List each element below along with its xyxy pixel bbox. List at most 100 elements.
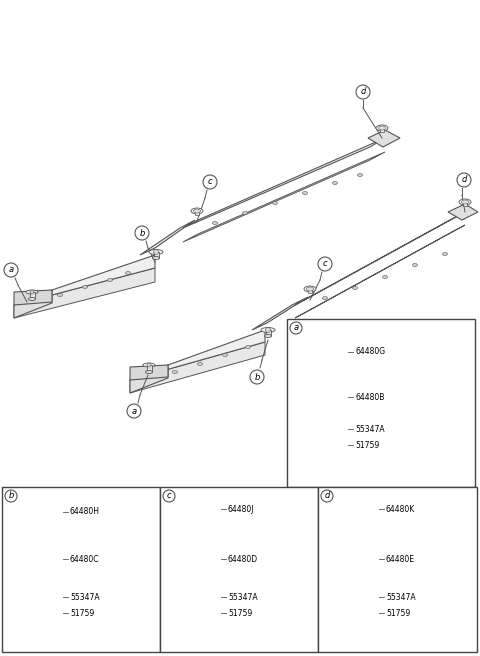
Ellipse shape: [30, 596, 50, 604]
Ellipse shape: [28, 298, 36, 300]
Text: d: d: [324, 491, 330, 501]
Polygon shape: [252, 297, 308, 330]
Circle shape: [195, 557, 201, 562]
Circle shape: [318, 257, 332, 271]
Bar: [146, 365, 152, 372]
Bar: [160, 487, 318, 652]
Ellipse shape: [346, 596, 366, 604]
Circle shape: [37, 504, 43, 510]
Circle shape: [353, 598, 359, 603]
Text: b: b: [254, 373, 260, 382]
Ellipse shape: [143, 363, 155, 367]
Ellipse shape: [184, 563, 212, 572]
Text: d: d: [461, 176, 467, 184]
Circle shape: [163, 490, 175, 502]
Ellipse shape: [193, 512, 203, 517]
Ellipse shape: [353, 499, 359, 503]
Ellipse shape: [245, 346, 251, 348]
Ellipse shape: [349, 497, 362, 505]
Ellipse shape: [348, 556, 364, 563]
Ellipse shape: [83, 285, 87, 289]
Circle shape: [37, 598, 43, 603]
Text: a: a: [9, 266, 13, 274]
Ellipse shape: [36, 558, 45, 562]
Ellipse shape: [34, 520, 46, 525]
Ellipse shape: [36, 598, 45, 602]
Ellipse shape: [34, 611, 47, 616]
Text: 55347A: 55347A: [386, 592, 416, 602]
Polygon shape: [14, 290, 52, 318]
Ellipse shape: [323, 297, 327, 300]
Circle shape: [154, 249, 158, 255]
Ellipse shape: [302, 192, 308, 194]
Text: 55347A: 55347A: [70, 592, 100, 602]
Polygon shape: [14, 255, 155, 305]
Ellipse shape: [184, 556, 212, 565]
Ellipse shape: [26, 563, 54, 572]
Ellipse shape: [314, 391, 336, 398]
Ellipse shape: [321, 443, 330, 447]
Ellipse shape: [358, 173, 362, 176]
Bar: [308, 289, 312, 293]
Circle shape: [322, 344, 328, 350]
Ellipse shape: [321, 396, 329, 399]
Ellipse shape: [351, 611, 360, 615]
Text: 64480C: 64480C: [70, 554, 99, 564]
Text: 64480H: 64480H: [70, 508, 100, 516]
Circle shape: [37, 557, 43, 562]
Bar: [36, 507, 45, 523]
Ellipse shape: [321, 430, 330, 434]
Bar: [321, 347, 330, 363]
Text: a: a: [293, 323, 299, 333]
Bar: [463, 202, 467, 206]
Ellipse shape: [153, 256, 159, 260]
Polygon shape: [130, 342, 265, 393]
Ellipse shape: [314, 401, 336, 409]
Text: c: c: [208, 178, 212, 186]
Ellipse shape: [26, 569, 54, 578]
Ellipse shape: [319, 443, 332, 448]
Ellipse shape: [58, 293, 62, 297]
Ellipse shape: [195, 499, 201, 503]
Ellipse shape: [197, 363, 203, 365]
Circle shape: [4, 263, 18, 277]
Ellipse shape: [311, 342, 339, 352]
Circle shape: [265, 327, 271, 333]
Ellipse shape: [342, 569, 370, 578]
Polygon shape: [14, 268, 155, 318]
Polygon shape: [183, 152, 385, 242]
Ellipse shape: [193, 598, 203, 602]
Ellipse shape: [188, 596, 208, 604]
Ellipse shape: [26, 502, 54, 512]
Polygon shape: [295, 225, 465, 318]
Ellipse shape: [461, 200, 468, 204]
Ellipse shape: [108, 279, 112, 281]
Circle shape: [457, 173, 471, 187]
Bar: [318, 487, 477, 652]
Ellipse shape: [191, 208, 203, 214]
Ellipse shape: [304, 286, 316, 292]
Circle shape: [323, 395, 327, 400]
Text: c: c: [323, 260, 327, 268]
Bar: [194, 501, 202, 514]
Ellipse shape: [349, 611, 362, 616]
Bar: [154, 252, 158, 258]
Circle shape: [127, 404, 141, 418]
Ellipse shape: [342, 550, 370, 559]
Bar: [265, 330, 271, 336]
Circle shape: [195, 610, 201, 617]
Bar: [2, 487, 160, 652]
Bar: [195, 211, 199, 215]
Ellipse shape: [193, 209, 201, 213]
Polygon shape: [130, 365, 168, 393]
Text: a: a: [132, 407, 137, 415]
Ellipse shape: [193, 611, 203, 615]
Text: b: b: [139, 228, 144, 237]
Circle shape: [290, 322, 302, 334]
Ellipse shape: [443, 253, 447, 255]
Text: 64480B: 64480B: [355, 392, 384, 401]
Ellipse shape: [352, 287, 358, 289]
Ellipse shape: [26, 550, 54, 559]
Polygon shape: [130, 330, 265, 380]
Circle shape: [323, 430, 327, 435]
